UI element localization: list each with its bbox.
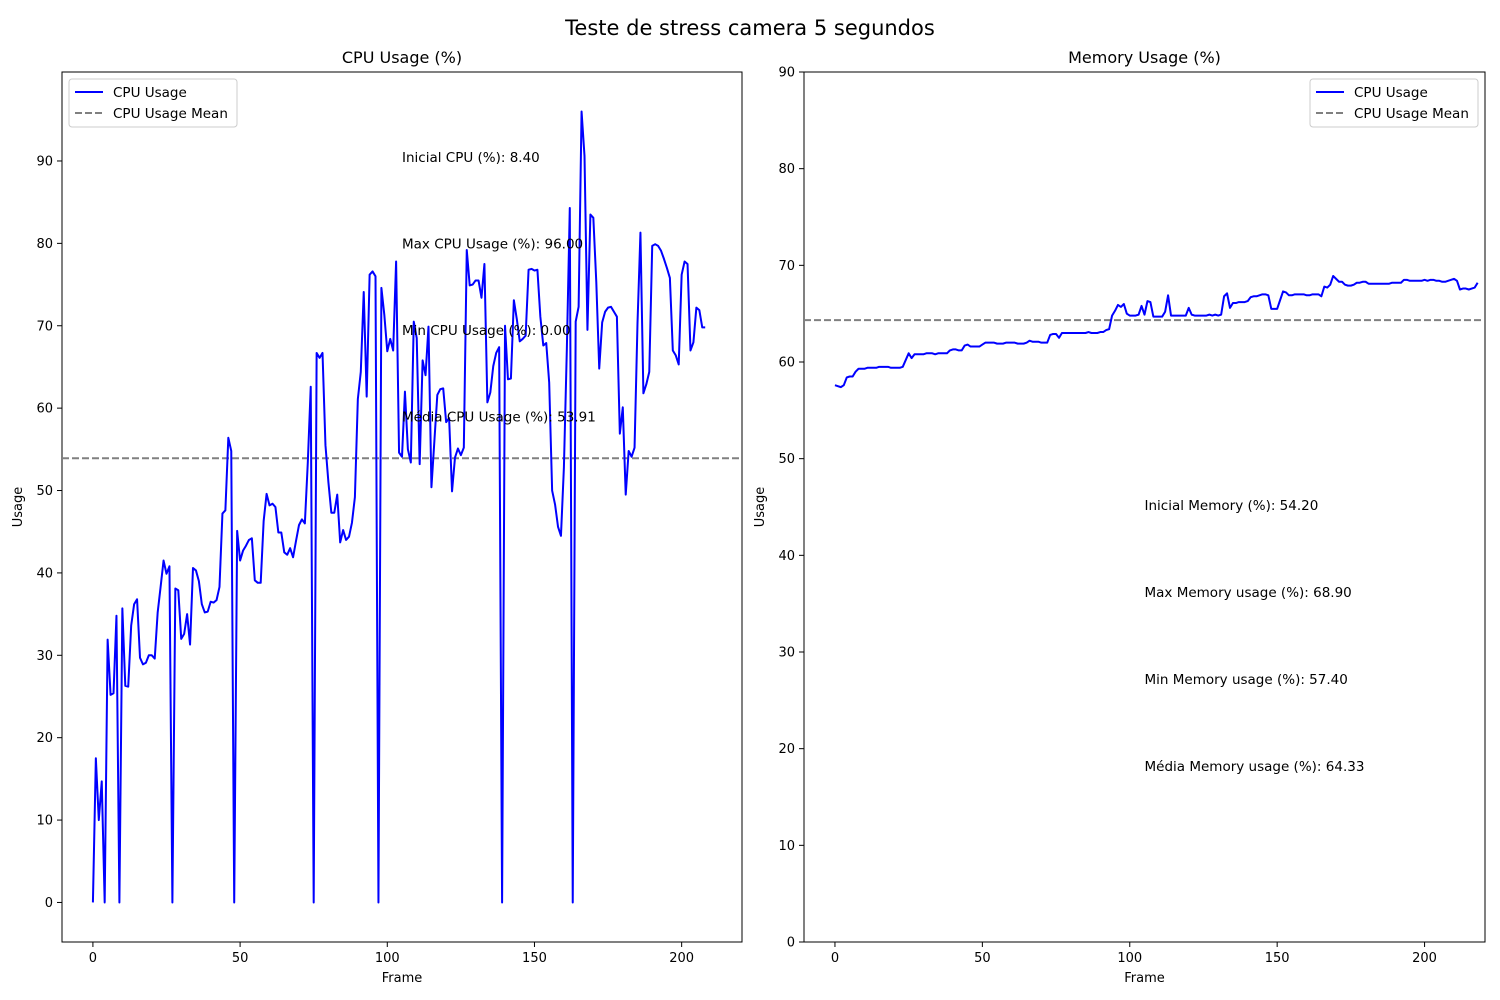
y-tick-label: 70 xyxy=(36,319,53,334)
axes-title: Memory Usage (%) xyxy=(1068,48,1221,67)
plot-area-frame xyxy=(803,71,1486,943)
series-line xyxy=(91,110,706,904)
y-tick-label: 30 xyxy=(36,649,53,664)
y-tick-label: 90 xyxy=(778,66,795,81)
y-tick-label: 90 xyxy=(36,154,53,169)
x-axis-label: Frame xyxy=(382,971,423,986)
stat-annotation: Inicial Memory (%): 54.20 xyxy=(1145,498,1319,514)
x-tick-label: 200 xyxy=(1412,951,1437,966)
y-tick-label: 40 xyxy=(778,549,795,564)
stat-annotation: Max Memory usage (%): 68.90 xyxy=(1145,585,1352,601)
x-tick-label: 200 xyxy=(669,951,694,966)
x-tick-label: 150 xyxy=(522,951,547,966)
y-tick-label: 20 xyxy=(36,731,53,746)
series-line xyxy=(834,274,1479,389)
y-tick-label: 10 xyxy=(778,839,795,854)
stat-annotation: Min CPU Usage (%): 0.00 xyxy=(402,323,571,339)
stat-annotation: Média CPU Usage (%): 53.91 xyxy=(402,409,596,425)
y-tick-label: 70 xyxy=(778,259,795,274)
x-tick-label: 50 xyxy=(974,951,991,966)
y-axis-label: Usage xyxy=(753,487,768,528)
y-tick-label: 50 xyxy=(36,484,53,499)
x-tick-label: 0 xyxy=(89,951,97,966)
x-tick-label: 100 xyxy=(1117,951,1142,966)
y-tick-label: 50 xyxy=(778,452,795,467)
stat-annotation: Inicial CPU (%): 8.40 xyxy=(402,150,540,166)
legend-label: CPU Usage xyxy=(113,85,187,101)
legend-box xyxy=(1309,78,1479,128)
figure-title: Teste de stress camera 5 segundos xyxy=(564,16,935,40)
y-tick-label: 0 xyxy=(787,936,795,951)
legend-label: CPU Usage Mean xyxy=(113,106,228,122)
x-axis-label: Frame xyxy=(1124,971,1165,986)
axes-title: CPU Usage (%) xyxy=(342,48,462,67)
legend: CPU Usage CPU Usage Mean xyxy=(1309,78,1479,128)
stat-annotation: Média Memory usage (%): 64.33 xyxy=(1145,759,1365,775)
y-tick-label: 0 xyxy=(45,896,53,911)
stat-annotation: Min Memory usage (%): 57.40 xyxy=(1145,672,1348,688)
cpu-usage-panel: CPU Usage (%) 0 50 100 150 200 0 10 20 30 40 50 60 70… xyxy=(11,48,743,986)
y-tick-label: 20 xyxy=(778,742,795,757)
stat-annotation: Max CPU Usage (%): 96.00 xyxy=(402,236,583,252)
y-tick-label: 60 xyxy=(36,402,53,417)
y-tick-label: 80 xyxy=(36,237,53,252)
legend: CPU Usage CPU Usage Mean xyxy=(68,78,238,128)
memory-usage-panel: Memory Usage (%) 0 50 100 150 200 0 10 20 30 40 50 6… xyxy=(753,48,1486,986)
y-tick-label: 40 xyxy=(36,566,53,581)
y-tick-label: 30 xyxy=(778,646,795,661)
legend-box xyxy=(68,78,238,128)
x-tick-label: 150 xyxy=(1265,951,1290,966)
y-axis-label: Usage xyxy=(11,487,26,528)
y-tick-label: 10 xyxy=(36,814,53,829)
legend-label: CPU Usage xyxy=(1354,85,1428,101)
y-tick-label: 60 xyxy=(778,356,795,371)
legend-label: CPU Usage Mean xyxy=(1354,106,1469,122)
plot-area-frame xyxy=(61,71,743,943)
x-tick-label: 100 xyxy=(375,951,400,966)
x-tick-label: 50 xyxy=(232,951,249,966)
y-tick-label: 80 xyxy=(778,162,795,177)
x-tick-label: 0 xyxy=(831,951,839,966)
